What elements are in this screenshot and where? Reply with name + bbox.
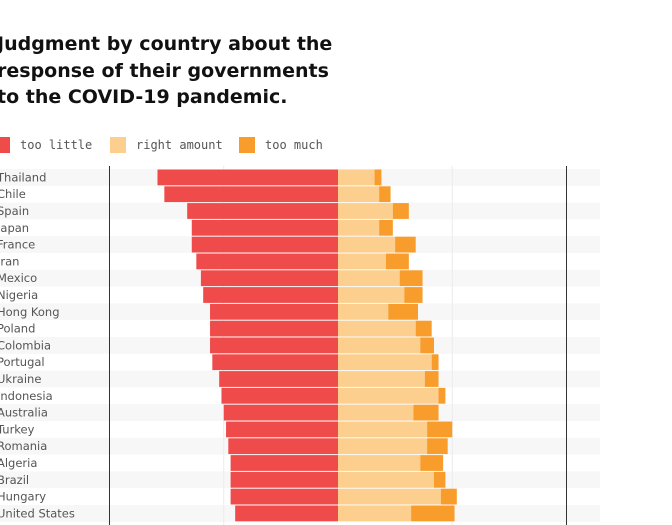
bar-too-little <box>230 471 338 488</box>
bar-too-little <box>210 337 338 354</box>
legend-swatch <box>110 137 126 153</box>
bar-right-amount <box>338 354 432 371</box>
bar-right-amount <box>338 337 421 354</box>
legend-swatch <box>239 137 255 153</box>
legend-label: too much <box>265 138 323 152</box>
category-label: France <box>0 238 35 252</box>
bar-too-little <box>210 320 338 337</box>
bar-too-little <box>164 186 338 203</box>
bar-too-much <box>392 203 409 219</box>
bar-right-amount <box>338 203 393 219</box>
bar-too-much <box>424 371 439 387</box>
bar-too-much <box>431 354 439 371</box>
bar-too-little <box>191 219 338 236</box>
legend-label: right amount <box>136 138 223 152</box>
bar-right-amount <box>338 455 421 471</box>
bar-too-much <box>427 438 448 455</box>
bar-too-much <box>415 320 432 337</box>
bar-right-amount <box>338 320 416 337</box>
bar-too-much <box>379 219 393 236</box>
legend-item-too-little: too little <box>0 136 92 154</box>
bar-too-little <box>226 421 338 438</box>
bar-right-amount <box>338 505 412 522</box>
bar-too-much <box>427 421 453 438</box>
bar-right-amount <box>338 270 400 287</box>
bar-too-little <box>210 303 338 320</box>
bar-right-amount <box>338 471 434 488</box>
bar-too-little <box>221 387 338 404</box>
bar-too-little <box>191 236 338 253</box>
bar-too-much <box>399 270 423 287</box>
legend-item-right-amount: right amount <box>110 136 223 154</box>
category-label: Hong Kong <box>0 305 60 319</box>
category-label: Hungary <box>0 490 46 504</box>
bar-too-much <box>385 253 409 270</box>
category-label: United States <box>0 506 75 520</box>
bar-too-much <box>395 236 416 253</box>
bar-too-much <box>438 387 446 404</box>
bar-too-little <box>157 169 338 186</box>
category-label: Portugal <box>0 355 45 369</box>
bar-too-little <box>228 438 338 455</box>
bar-too-little <box>219 371 338 387</box>
bar-too-little <box>203 287 338 303</box>
bar-too-little <box>230 455 338 471</box>
bar-right-amount <box>338 253 386 270</box>
category-label: Spain <box>0 204 29 218</box>
legend-label: too little <box>20 138 93 152</box>
chart-title: Judgment by country about the response o… <box>0 33 333 108</box>
category-label: Australia <box>0 406 48 420</box>
bar-too-much <box>379 186 391 203</box>
category-label: Algeria <box>0 456 37 470</box>
category-label: Iran <box>0 254 19 268</box>
bar-too-much <box>411 505 455 522</box>
bar-too-much <box>420 337 434 354</box>
bar-too-much <box>374 169 382 186</box>
bar-too-little <box>212 354 338 371</box>
category-label: Colombia <box>0 338 51 352</box>
category-label: Nigeria <box>0 288 38 302</box>
category-label: Turkey <box>0 422 35 436</box>
bar-right-amount <box>338 421 428 438</box>
category-label: Brazil <box>0 473 29 487</box>
bar-right-amount <box>338 438 428 455</box>
bar-too-little <box>196 253 338 270</box>
category-label: Indonesia <box>0 389 53 403</box>
category-label: Japan <box>0 221 29 235</box>
category-label: Thailand <box>0 170 46 184</box>
bar-too-much <box>404 287 423 303</box>
bar-right-amount <box>338 488 441 505</box>
bar-too-little <box>200 270 338 287</box>
bar-right-amount <box>338 169 375 186</box>
category-label: Mexico <box>0 271 37 285</box>
category-label: Chile <box>0 187 26 201</box>
bar-right-amount <box>338 219 380 236</box>
category-label: Romania <box>0 439 47 453</box>
bar-right-amount <box>338 186 380 203</box>
bar-right-amount <box>338 387 439 404</box>
category-label: Poland <box>0 322 35 336</box>
bar-too-much <box>413 404 439 421</box>
bar-too-much <box>388 303 418 320</box>
bar-too-little <box>223 404 338 421</box>
category-label: Ukraine <box>0 372 41 386</box>
bar-too-little <box>187 203 338 219</box>
bar-right-amount <box>338 303 389 320</box>
bar-too-little <box>235 505 338 522</box>
bar-too-much <box>420 455 444 471</box>
legend-item-too-much: too much <box>239 136 323 154</box>
bar-too-little <box>230 488 338 505</box>
bar-right-amount <box>338 236 396 253</box>
bar-right-amount <box>338 371 425 387</box>
bar-too-much <box>440 488 457 505</box>
legend-swatch <box>0 137 10 153</box>
bar-right-amount <box>338 287 405 303</box>
bar-too-much <box>433 471 446 488</box>
bar-right-amount <box>338 404 414 421</box>
